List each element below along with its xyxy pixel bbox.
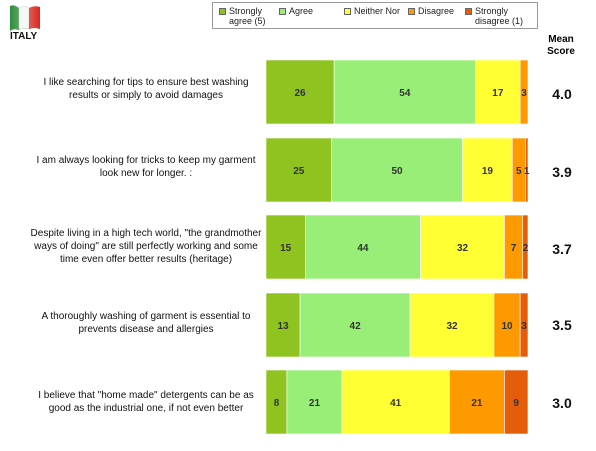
legend-swatch	[344, 8, 351, 15]
chart-legend: Strongly agree (5) Agree Neither Nor Disa…	[212, 2, 538, 29]
bar-segment-disagree	[519, 59, 529, 125]
bar-segment-agree	[331, 137, 463, 203]
bar-segment-strongly-agree	[265, 137, 332, 203]
bar-data-label: 3	[521, 88, 527, 99]
bar-row: 15 44 32 7 2	[265, 214, 529, 280]
bar-segment-strongly-agree	[265, 214, 306, 280]
bar-segment-neither-nor	[475, 59, 521, 125]
bar-data-label: 7	[511, 243, 517, 254]
legend-label-line2: disagree (1)	[475, 16, 524, 26]
bar-row: 8 21 41 21 9	[265, 369, 529, 435]
bar-data-label: 32	[446, 321, 458, 332]
bar-data-label: 25	[293, 166, 305, 177]
bar-data-label: 21	[471, 398, 483, 409]
mean-header-line2: Score	[547, 46, 575, 57]
legend-label: Disagree	[418, 6, 455, 16]
question-label: A thoroughly washing of garment is essen…	[41, 311, 251, 335]
legend-swatch	[279, 8, 286, 15]
bar-data-label: 5	[516, 166, 522, 177]
legend-swatch	[465, 8, 472, 15]
question-label: I like searching for tips to ensure best…	[43, 77, 249, 101]
bar-segment-neither-nor	[462, 137, 513, 203]
bar-segment-neither-nor	[341, 369, 450, 435]
bar-data-label: 10	[501, 321, 513, 332]
legend-swatch	[219, 8, 226, 15]
bar-segment-strongly-disagree	[519, 292, 529, 358]
mean-score-value: 3.9	[552, 164, 572, 180]
question-label: I believe that "home made" detergents ca…	[38, 390, 254, 414]
mean-score-value: 3.5	[552, 317, 572, 333]
mean-score-header: Mean Score	[540, 34, 582, 58]
bar-data-label: 3	[521, 321, 527, 332]
bar-data-label: 13	[277, 321, 289, 332]
bar-segment-strongly-disagree	[504, 369, 529, 435]
bar-data-label: 42	[350, 321, 362, 332]
bar-data-label: 54	[399, 88, 411, 99]
bar-data-label: 50	[391, 166, 403, 177]
mean-score-value: 3.0	[552, 395, 572, 411]
bar-data-label: 44	[357, 243, 369, 254]
legend-label-line1: Strongly	[475, 6, 509, 16]
italy-flag-icon	[10, 4, 40, 32]
bar-data-label: 17	[492, 88, 504, 99]
bar-segment-strongly-agree	[265, 59, 335, 125]
legend-swatch	[408, 8, 415, 15]
bar-segment-agree	[333, 59, 476, 125]
bar-segment-agree	[304, 214, 421, 280]
bar-data-label: 2	[523, 243, 529, 254]
bar-row: 25 50 19 5 1	[265, 137, 530, 203]
bar-segment-strongly-agree	[265, 292, 301, 358]
bar-data-label: 1	[524, 166, 530, 177]
country-label: ITALY	[10, 31, 38, 42]
bar-segment-disagree	[449, 369, 505, 435]
bar-data-label: 41	[390, 398, 402, 409]
bar-data-label: 26	[294, 88, 306, 99]
legend-label: Agree	[289, 6, 314, 16]
bar-segment-strongly-disagree	[522, 214, 529, 280]
bar-data-label: 32	[457, 243, 469, 254]
bar-row: 13 42 32 10 3	[265, 292, 529, 358]
legend-label-line1: Strongly	[229, 6, 263, 16]
bar-segment-agree	[286, 369, 343, 435]
question-label: I am always looking for tricks to keep m…	[36, 155, 256, 179]
mean-score-value: 3.7	[552, 241, 572, 257]
legend-label-line2: agree (5)	[229, 16, 266, 26]
bar-segment-agree	[299, 292, 411, 358]
bar-data-label: 19	[482, 166, 494, 177]
bar-row: 26 54 17 3	[265, 59, 529, 125]
bar-segment-neither-nor	[420, 214, 505, 280]
question-label: Despite living in a high tech world, "th…	[30, 227, 262, 265]
bar-data-label: 21	[309, 398, 321, 409]
bar-data-label: 15	[280, 243, 292, 254]
bar-segment-disagree	[493, 292, 521, 358]
bar-data-label: 9	[513, 398, 519, 409]
bar-data-label: 8	[274, 398, 280, 409]
mean-score-value: 4.0	[552, 86, 572, 102]
bar-segment-strongly-disagree	[525, 137, 529, 203]
bar-segment-neither-nor	[409, 292, 495, 358]
mean-header-line1: Mean	[548, 34, 574, 45]
legend-label: Neither Nor	[354, 6, 401, 16]
